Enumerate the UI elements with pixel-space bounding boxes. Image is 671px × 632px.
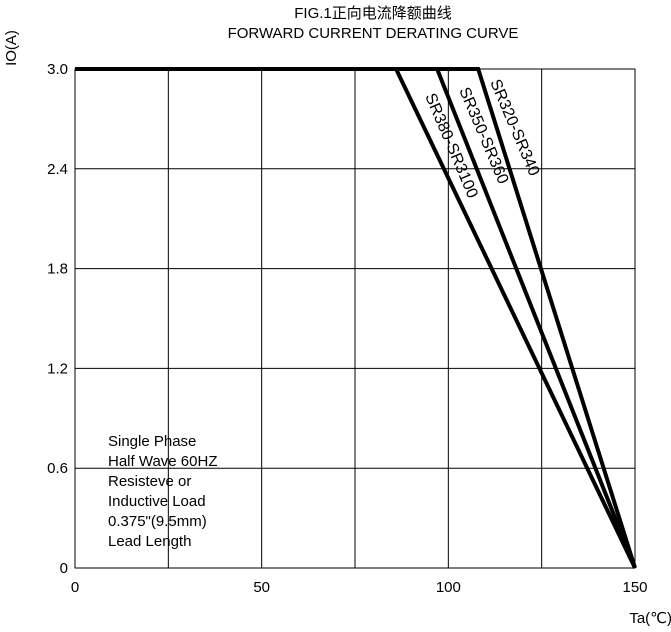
y-tick-label: 2.4	[47, 161, 68, 178]
condition-note-line: Lead Length	[108, 533, 191, 550]
condition-note-line: Half Wave 60HZ	[108, 453, 217, 470]
condition-note-line: Resisteve or	[108, 473, 191, 490]
y-tick-label: 1.2	[47, 360, 68, 377]
x-axis-label: Ta(℃)	[629, 610, 671, 627]
series-lines	[75, 67, 637, 569]
x-tick-label: 100	[436, 579, 461, 596]
y-tick-label: 3.0	[47, 61, 68, 78]
series-line	[75, 67, 637, 569]
condition-note-line: Single Phase	[108, 433, 196, 450]
condition-note-line: Inductive Load	[108, 493, 206, 510]
x-tick-label: 0	[71, 579, 79, 596]
y-axis-label: IO(A)	[3, 30, 20, 66]
y-tick-label: 1.8	[47, 261, 68, 278]
condition-note: Single Phase Half Wave 60HZ Resisteve or In…	[108, 433, 217, 550]
chart-title: FIG.1正向电流降额曲线	[294, 5, 452, 22]
chart-subtitle: FORWARD CURRENT DERATING CURVE	[228, 25, 519, 42]
tick-labels: 0 50 100 150 0 0.6 1.2 1.8 2.4 3.0	[47, 61, 647, 596]
x-tick-label: 50	[253, 579, 270, 596]
condition-note-line: 0.375"(9.5mm)	[108, 513, 207, 530]
y-tick-label: 0.6	[47, 460, 68, 477]
y-tick-label: 0	[60, 560, 68, 577]
x-tick-label: 150	[622, 579, 647, 596]
